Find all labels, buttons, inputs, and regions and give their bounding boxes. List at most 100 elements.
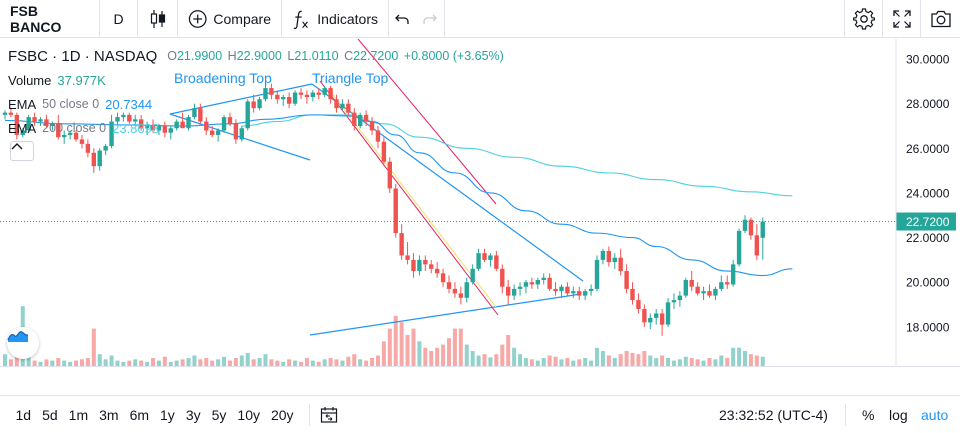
pattern-drawings[interactable] bbox=[169, 39, 584, 336]
candle bbox=[559, 284, 564, 298]
volume-bar bbox=[127, 360, 132, 367]
divider bbox=[845, 403, 846, 426]
candle-body bbox=[186, 117, 191, 129]
candle bbox=[352, 108, 357, 131]
price-axis[interactable]: 30.0000 28.0000 26.0000 24.0000 22.0000 20.00… bbox=[895, 39, 950, 367]
legend-collapse-button[interactable] bbox=[10, 141, 34, 161]
candle bbox=[381, 137, 387, 167]
candle-body bbox=[600, 250, 606, 260]
candle bbox=[695, 282, 700, 296]
volume-bar bbox=[156, 360, 161, 367]
clock[interactable]: 23:32:52 (UTC-4) bbox=[719, 406, 828, 423]
candle bbox=[405, 242, 410, 265]
candle-body bbox=[204, 121, 209, 131]
candle-body bbox=[612, 257, 617, 263]
candle bbox=[328, 85, 333, 104]
candle bbox=[470, 264, 475, 285]
volume-bar bbox=[523, 358, 528, 367]
candle bbox=[553, 282, 558, 296]
chart-canvas[interactable]: 22.7200 30.0000 28.0000 26.0000 24.0000 22.0… bbox=[0, 39, 960, 367]
volume-bar bbox=[666, 358, 671, 367]
candle-body bbox=[393, 188, 398, 234]
volume-bar bbox=[559, 359, 564, 367]
volume-bar bbox=[748, 354, 753, 367]
range-button-6m[interactable]: 6m bbox=[129, 406, 150, 423]
volume-bar bbox=[145, 361, 150, 367]
compare-button[interactable]: Compare bbox=[178, 0, 282, 38]
candle bbox=[725, 275, 730, 289]
redo-button[interactable] bbox=[415, 0, 445, 38]
volume-bar bbox=[529, 359, 534, 367]
auto-scale-button[interactable]: auto bbox=[921, 406, 949, 423]
percent-scale-button[interactable]: % bbox=[862, 406, 875, 423]
date-range-button[interactable] bbox=[320, 406, 338, 424]
fullscreen-button[interactable] bbox=[882, 0, 920, 38]
channel-line-middle[interactable] bbox=[329, 90, 497, 308]
snapshot-button[interactable] bbox=[920, 0, 960, 38]
candle-body bbox=[210, 130, 215, 135]
triangle-lower-line[interactable] bbox=[309, 293, 582, 336]
candle-body bbox=[476, 253, 481, 269]
range-button-3m[interactable]: 3m bbox=[99, 406, 119, 423]
undo-icon bbox=[395, 14, 409, 24]
undo-button[interactable] bbox=[389, 0, 415, 38]
candle bbox=[50, 121, 55, 131]
volume-bar bbox=[115, 360, 120, 367]
candle bbox=[565, 282, 570, 296]
symbol-search-button[interactable]: FSB BANCO bbox=[0, 0, 100, 38]
candle bbox=[636, 293, 641, 314]
triangle-upper-line[interactable] bbox=[311, 83, 584, 282]
broadening-top-label[interactable]: Broadening Top bbox=[174, 70, 272, 86]
legend-symbol[interactable]: FSBC · 1D · NASDAQ bbox=[8, 47, 158, 65]
range-button-20y[interactable]: 20y bbox=[270, 406, 294, 423]
range-button-1y[interactable]: 1y bbox=[160, 406, 175, 423]
candle-body bbox=[174, 121, 179, 129]
candle bbox=[719, 275, 724, 292]
candle-body bbox=[577, 291, 582, 296]
candle-body bbox=[334, 99, 339, 109]
price-chart[interactable]: 22.7200 30.0000 28.0000 26.0000 24.0000 22.0… bbox=[0, 39, 960, 367]
range-button-3y[interactable]: 3y bbox=[185, 406, 201, 423]
candle-body bbox=[547, 277, 552, 289]
ema200-value: 23.8698 bbox=[112, 120, 160, 136]
candle bbox=[44, 114, 49, 129]
candle-body bbox=[150, 126, 156, 131]
settings-button[interactable] bbox=[844, 0, 882, 38]
candle bbox=[736, 228, 742, 267]
volume-bar bbox=[227, 360, 232, 367]
interval-button[interactable]: D bbox=[100, 0, 138, 38]
range-button-5d[interactable]: 5d bbox=[42, 406, 58, 423]
legend-ema50-row[interactable]: EMA 50 close 0 20.7344 bbox=[8, 92, 506, 116]
range-button-1m[interactable]: 1m bbox=[68, 406, 89, 423]
legend-ema200-row[interactable]: EMA 200 close 0 23.8698 bbox=[8, 116, 506, 140]
channel-line-upper[interactable] bbox=[357, 39, 497, 205]
price-tick-label: 20.0000 bbox=[906, 276, 950, 290]
legend-volume-row[interactable]: Volume 37.977K bbox=[8, 68, 506, 92]
log-scale-button[interactable]: log bbox=[889, 406, 908, 423]
candle-body bbox=[26, 117, 31, 131]
candle bbox=[156, 123, 162, 135]
low-value: 21.0110 bbox=[294, 49, 339, 63]
candle bbox=[281, 94, 286, 106]
range-button-5y[interactable]: 5y bbox=[211, 406, 227, 423]
candle-body bbox=[571, 291, 576, 294]
close-value: 22.7200 bbox=[353, 49, 399, 63]
candle bbox=[73, 130, 79, 142]
volume-bar bbox=[612, 358, 617, 367]
time-axis[interactable]: Dec2023FebMarAprMayJun21 bbox=[0, 366, 960, 368]
range-button-10y[interactable]: 10y bbox=[237, 406, 260, 423]
candle-body bbox=[582, 291, 588, 296]
channel-line-lower[interactable] bbox=[319, 80, 499, 316]
triangle-top-label[interactable]: Triangle Top bbox=[312, 70, 389, 86]
redo-icon bbox=[422, 14, 437, 24]
chart-type-button[interactable] bbox=[138, 0, 178, 38]
volume-bar bbox=[689, 358, 694, 367]
tradingview-logo[interactable] bbox=[7, 327, 39, 359]
volume-bar bbox=[299, 361, 303, 367]
candle-body bbox=[429, 264, 434, 269]
candle bbox=[251, 94, 256, 113]
indicators-button[interactable]: Indicators bbox=[282, 0, 389, 38]
volume-bar bbox=[26, 352, 31, 367]
candle-body bbox=[482, 253, 487, 260]
range-button-1d[interactable]: 1d bbox=[15, 406, 32, 423]
